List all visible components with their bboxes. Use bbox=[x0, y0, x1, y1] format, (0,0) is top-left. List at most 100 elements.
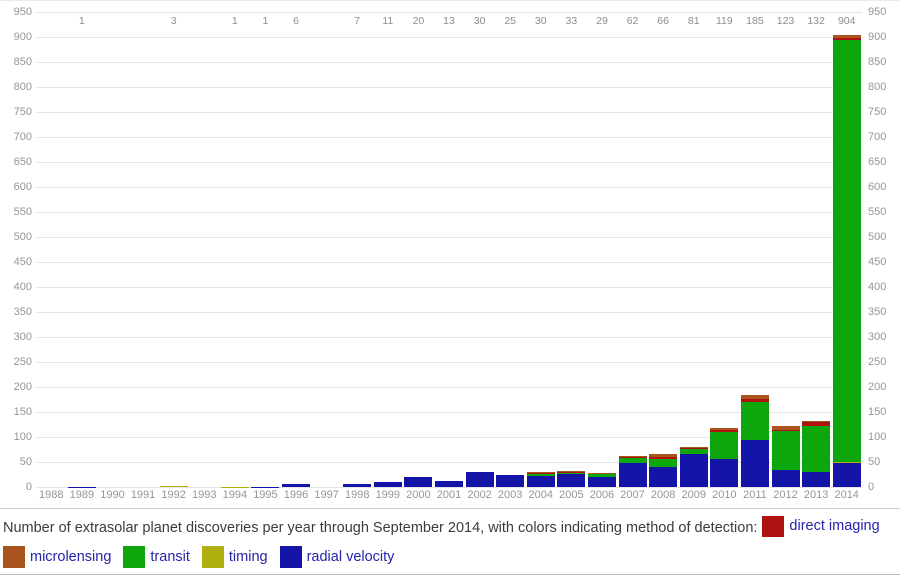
x-tick-label: 1999 bbox=[375, 489, 401, 501]
bar-2012-direct-imaging bbox=[771, 429, 800, 431]
bar-1998-radial-velocity bbox=[343, 483, 372, 487]
legend-label-transit[interactable]: transit bbox=[150, 549, 190, 565]
legend-swatch-transit bbox=[123, 546, 146, 568]
gridline bbox=[36, 212, 862, 213]
gridline bbox=[36, 387, 862, 388]
gridline bbox=[36, 62, 862, 63]
legend-label-direct-imaging[interactable]: direct imaging bbox=[789, 518, 880, 534]
x-tick-label: 1988 bbox=[39, 489, 64, 501]
caption-area: Number of extrasolar planet discoveries … bbox=[0, 509, 900, 575]
bar-2010-microlensing bbox=[710, 427, 739, 430]
legend-label-microlensing[interactable]: microlensing bbox=[30, 549, 112, 565]
bar-1992-timing bbox=[159, 485, 188, 487]
bar-2005-direct-imaging bbox=[557, 472, 586, 473]
bar-count-label: 13 bbox=[443, 15, 455, 27]
bar-2009-direct-imaging bbox=[679, 448, 708, 449]
bar-1999-radial-velocity bbox=[373, 481, 402, 487]
bar-2000-radial-velocity bbox=[404, 477, 433, 487]
bar-2014-direct-imaging bbox=[832, 38, 861, 40]
x-tick-label: 1998 bbox=[344, 489, 370, 501]
bar-count-label: 7 bbox=[354, 15, 361, 27]
x-tick-label: 2010 bbox=[712, 489, 737, 501]
bar-count-label: 66 bbox=[657, 15, 669, 27]
y-tick-label-left: 950 bbox=[13, 6, 32, 18]
y-tick-label-left: 600 bbox=[13, 181, 32, 193]
x-tick-label: 2013 bbox=[803, 489, 829, 501]
y-tick-label-right: 400 bbox=[868, 281, 887, 293]
bar-2005-transit bbox=[557, 472, 586, 473]
x-tick-label: 1996 bbox=[283, 489, 309, 501]
bar-2010-direct-imaging bbox=[710, 429, 739, 432]
bar-count-label: 81 bbox=[687, 15, 700, 27]
y-tick-label-right: 50 bbox=[868, 456, 881, 468]
y-tick-label-right: 600 bbox=[868, 181, 887, 193]
legend-swatch-direct-imaging bbox=[762, 516, 785, 537]
gridline bbox=[36, 12, 862, 13]
bar-1994-timing bbox=[220, 486, 249, 487]
bar-count-label: 123 bbox=[776, 15, 795, 27]
legend-item-direct-imaging: direct imaging bbox=[762, 516, 880, 537]
bar-2007-microlensing bbox=[618, 456, 647, 457]
bar-2006-transit bbox=[587, 473, 616, 477]
y-tick-label-right: 800 bbox=[868, 81, 887, 93]
gridline bbox=[36, 112, 862, 113]
legend-swatch-microlensing bbox=[3, 546, 25, 568]
bar-2005-radial-velocity bbox=[557, 473, 586, 487]
y-tick-label-right: 300 bbox=[868, 331, 887, 343]
bar-count-label: 185 bbox=[746, 15, 764, 27]
gridline bbox=[36, 312, 862, 313]
y-tick-label-right: 350 bbox=[868, 306, 887, 318]
bar-2004-transit bbox=[526, 473, 555, 476]
bar-1995-radial-velocity bbox=[251, 486, 280, 487]
y-tick-label-left: 250 bbox=[13, 356, 32, 368]
bar-2007-transit bbox=[618, 458, 647, 463]
bar-2014-radial-velocity bbox=[832, 463, 861, 487]
y-tick-label-left: 700 bbox=[13, 131, 32, 143]
legend-item-microlensing: microlensing bbox=[3, 546, 111, 568]
x-tick-label: 2009 bbox=[681, 489, 706, 501]
y-tick-label-right: 200 bbox=[868, 381, 887, 393]
x-tick-label: 1995 bbox=[253, 489, 278, 501]
gridline bbox=[36, 362, 862, 363]
bar-2009-radial-velocity bbox=[679, 454, 708, 487]
gridline bbox=[36, 87, 862, 88]
bar-count-label: 20 bbox=[412, 15, 425, 27]
y-tick-label-right: 700 bbox=[868, 131, 887, 143]
bar-2004-radial-velocity bbox=[526, 475, 555, 487]
legend-swatch-radial-velocity bbox=[279, 546, 302, 568]
y-tick-label-left: 900 bbox=[13, 31, 32, 43]
x-tick-label: 2000 bbox=[406, 489, 431, 501]
bar-count-label: 904 bbox=[837, 15, 856, 27]
bar-2010-radial-velocity bbox=[710, 458, 739, 487]
gridline bbox=[36, 162, 862, 163]
x-tick-label: 2011 bbox=[743, 489, 767, 501]
bar-count-label: 6 bbox=[293, 15, 299, 27]
x-tick-label: 2007 bbox=[620, 489, 645, 501]
gridline bbox=[36, 262, 862, 263]
gridline bbox=[36, 37, 862, 38]
gridline bbox=[36, 462, 862, 463]
gridline bbox=[36, 237, 862, 238]
legend-label-radial-velocity[interactable]: radial velocity bbox=[306, 549, 395, 565]
bar-count-label: 30 bbox=[473, 15, 486, 27]
legend-label-timing[interactable]: timing bbox=[228, 549, 268, 565]
bar-2011-direct-imaging bbox=[740, 398, 769, 402]
caption-row-1: Number of extrasolar planet discoveries … bbox=[3, 516, 897, 540]
y-tick-label-left: 850 bbox=[13, 56, 32, 68]
bar-2001-radial-velocity bbox=[435, 480, 463, 487]
x-tick-label: 2006 bbox=[589, 489, 615, 501]
bar-2013-direct-imaging bbox=[802, 422, 831, 426]
gridline bbox=[36, 337, 862, 338]
y-tick-label-left: 400 bbox=[13, 281, 32, 293]
y-tick-label-left: 800 bbox=[13, 81, 32, 93]
y-tick-label-right: 450 bbox=[868, 256, 887, 268]
bar-2005-microlensing bbox=[557, 470, 586, 472]
legend-item-transit: transit bbox=[123, 546, 190, 568]
bar-2014-transit bbox=[832, 40, 861, 462]
y-tick-label-left: 100 bbox=[13, 431, 32, 443]
bar-2008-direct-imaging bbox=[649, 456, 678, 459]
y-tick-label-left: 750 bbox=[13, 106, 32, 118]
bar-2009-microlensing bbox=[679, 446, 708, 448]
gridline bbox=[36, 137, 862, 138]
x-tick-label: 2001 bbox=[436, 489, 462, 501]
